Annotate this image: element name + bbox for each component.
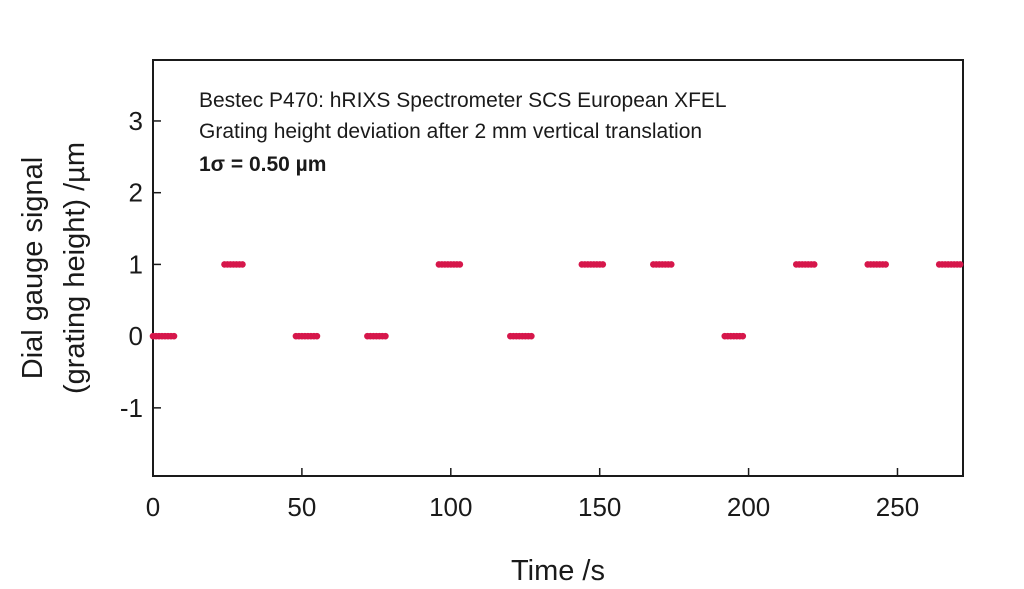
data-point	[882, 261, 890, 268]
y-tick-label: 2	[129, 178, 143, 208]
data-point	[456, 261, 464, 268]
data-segment	[149, 332, 178, 340]
annotation-sigma: 1σ = 0.50 µm	[199, 153, 326, 176]
y-axis-label-line-2: (grating height) /µm	[59, 142, 91, 394]
x-tick-label: 100	[429, 492, 472, 522]
data-point	[810, 261, 818, 268]
annotation-line-2: Grating height deviation after 2 mm vert…	[199, 120, 702, 143]
x-tick-label: 250	[876, 492, 919, 522]
data-point	[313, 332, 321, 340]
data-markers	[149, 261, 964, 340]
data-point	[667, 261, 675, 268]
data-segment	[649, 261, 675, 268]
x-tick-label: 150	[578, 492, 621, 522]
data-point	[170, 332, 178, 340]
data-segment	[364, 332, 389, 340]
x-axis-label: Time /s	[511, 555, 605, 587]
plot-frame	[152, 59, 964, 477]
data-segment	[292, 332, 321, 340]
y-tick-label: -1	[120, 393, 143, 423]
annotation-line-1: Bestec P470: hRIXS Spectrometer SCS Euro…	[199, 89, 727, 112]
tick-labels: 0 50 100 150 200 250 -1 0 1 2 3	[120, 106, 919, 522]
data-segment	[935, 261, 964, 268]
x-tick-label: 0	[146, 492, 160, 522]
data-point	[528, 332, 535, 340]
y-axis-label-line-1: Dial gauge signal	[17, 157, 49, 379]
data-segment	[792, 261, 818, 268]
y-tick-label: 1	[129, 249, 143, 279]
data-segment	[578, 261, 607, 268]
y-tick-label: 3	[129, 106, 143, 136]
data-segment	[507, 332, 535, 340]
data-point	[956, 261, 964, 268]
y-tick-label: 0	[129, 321, 143, 351]
data-point	[739, 332, 747, 340]
x-tick-label: 200	[727, 492, 770, 522]
data-point	[382, 332, 389, 340]
data-segment	[721, 332, 747, 340]
data-segment	[864, 261, 890, 268]
x-tick-label: 50	[287, 492, 316, 522]
data-point	[599, 261, 607, 268]
data-segment	[435, 261, 464, 268]
data-segment	[221, 261, 246, 268]
data-point	[239, 261, 246, 268]
